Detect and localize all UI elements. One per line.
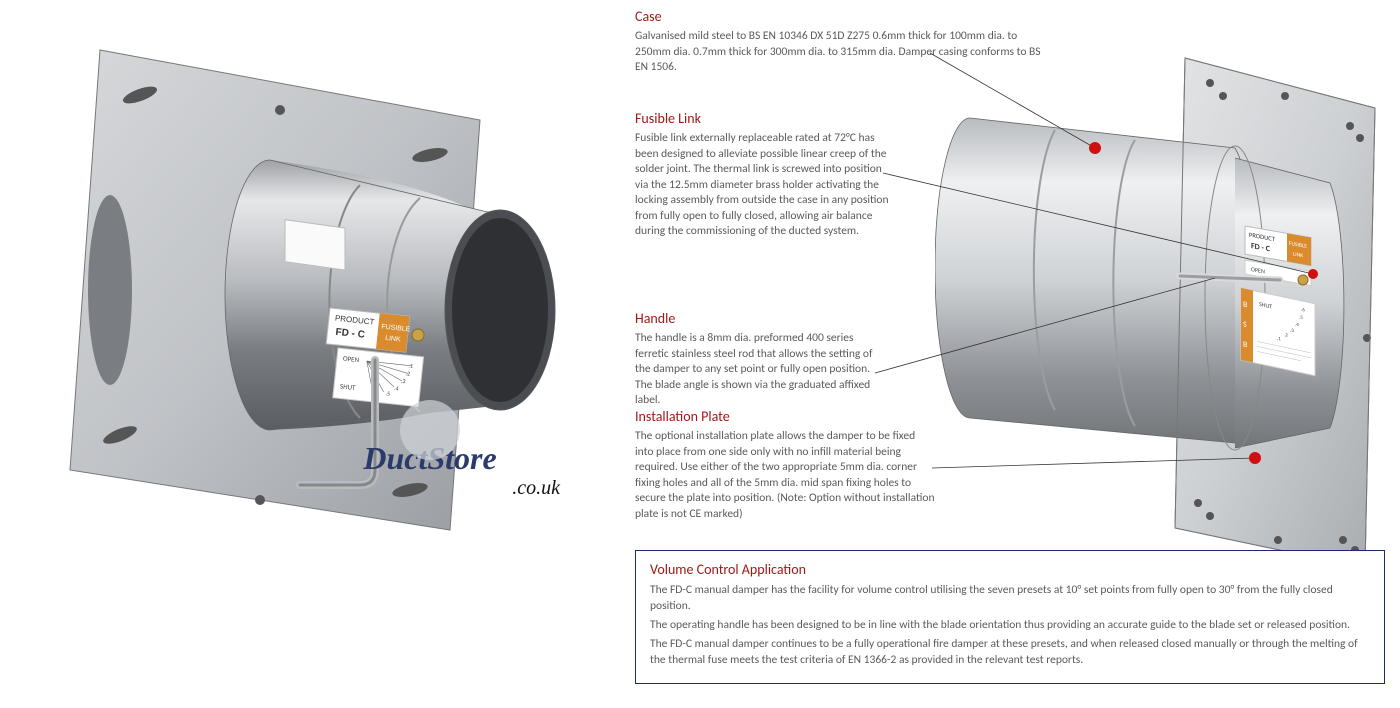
volume-p3: The FD-C manual damper continues to be a…	[650, 636, 1370, 668]
right-panel: Case Galvanised mild steel to BS EN 1034…	[625, 8, 1395, 703]
volume-p1: The FD-C manual damper has the facility …	[650, 582, 1370, 614]
case-title: Case	[635, 8, 1055, 25]
install-body: The optional installation plate allows t…	[635, 429, 935, 522]
fusible-body: Fusible link externally replaceable rate…	[635, 131, 895, 240]
svg-text:.2: .2	[1284, 332, 1288, 339]
fusible-title: Fusible Link	[635, 110, 895, 127]
svg-text:SHUT: SHUT	[340, 381, 357, 392]
svg-text:OPEN: OPEN	[343, 354, 361, 365]
section-fusible: Fusible Link Fusible link externally rep…	[635, 110, 895, 240]
svg-text:.3: .3	[401, 377, 406, 385]
handle-title: Handle	[635, 310, 885, 327]
svg-text:.4: .4	[1295, 322, 1299, 329]
handle-body: The handle is a 8mm dia. preformed 400 s…	[635, 331, 885, 409]
svg-text:S: S	[1243, 320, 1247, 331]
volume-title: Volume Control Application	[650, 561, 1370, 578]
svg-text:.1: .1	[1277, 336, 1281, 343]
svg-text:.3: .3	[1290, 327, 1294, 334]
ductstore-watermark: DuctStore .co.uk	[280, 400, 580, 500]
svg-text:.4: .4	[394, 384, 399, 392]
svg-text:B: B	[1243, 340, 1248, 351]
diagram-illustration: PRODUCT FD - C FUSIBLE LINK OPEN B S B S…	[935, 48, 1385, 608]
watermark-sub: .co.uk	[280, 477, 560, 500]
section-install: Installation Plate The optional installa…	[635, 408, 935, 522]
svg-text:.5: .5	[385, 389, 390, 397]
svg-text:.6: .6	[1301, 307, 1305, 314]
svg-text:.5: .5	[1299, 314, 1303, 321]
volume-p2: The operating handle has been designed t…	[650, 617, 1370, 633]
volume-control-box: Volume Control Application The FD-C manu…	[635, 550, 1385, 684]
left-panel: PRODUCT FD - C FUSIBLE LINK OPEN SHUT .1…	[0, 0, 600, 708]
install-title: Installation Plate	[635, 408, 935, 425]
section-handle: Handle The handle is a 8mm dia. preforme…	[635, 310, 885, 409]
svg-text:.2: .2	[405, 369, 410, 377]
svg-text:B: B	[1243, 300, 1248, 311]
